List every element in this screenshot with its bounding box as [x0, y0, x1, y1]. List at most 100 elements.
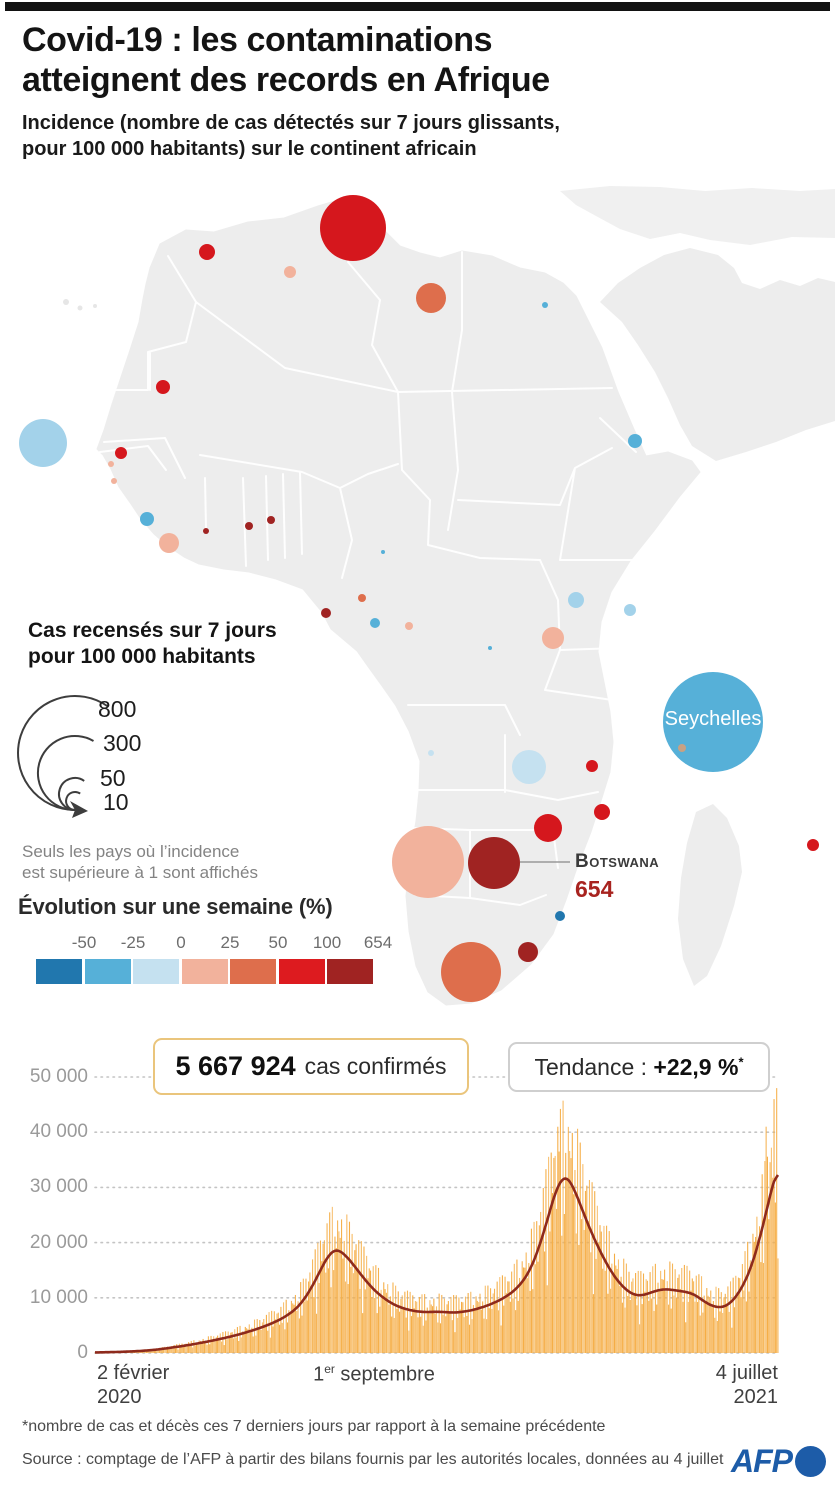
daily-bar — [764, 1161, 766, 1353]
daily-bar — [257, 1329, 260, 1353]
daily-bar — [178, 1343, 180, 1353]
daily-bar — [333, 1270, 335, 1353]
daily-bar — [607, 1293, 609, 1353]
daily-bar — [745, 1301, 747, 1353]
daily-bar — [309, 1272, 311, 1353]
daily-bar — [474, 1309, 476, 1353]
daily-bar — [484, 1285, 486, 1353]
map-bubble — [111, 478, 117, 484]
daily-bar — [406, 1290, 409, 1353]
daily-bar — [542, 1187, 544, 1353]
daily-bar — [594, 1191, 596, 1353]
daily-bar — [145, 1351, 147, 1353]
daily-bar — [293, 1304, 295, 1353]
daily-bar — [165, 1348, 167, 1353]
daily-bar — [221, 1341, 223, 1353]
x-tick-start: 2 février — [97, 1362, 170, 1384]
daily-bar — [553, 1157, 555, 1353]
daily-bar — [354, 1250, 356, 1353]
daily-bar — [193, 1340, 195, 1353]
daily-bar — [466, 1315, 468, 1353]
map-bubble — [159, 533, 179, 553]
daily-bar — [308, 1281, 310, 1353]
daily-bar — [544, 1251, 546, 1353]
daily-bar — [668, 1304, 670, 1353]
daily-bar — [565, 1152, 567, 1353]
daily-bar — [298, 1318, 300, 1353]
daily-bar — [583, 1229, 585, 1353]
daily-bar — [189, 1345, 191, 1353]
map-bubble — [140, 512, 154, 526]
daily-bar — [206, 1344, 208, 1353]
page-title-line1: Covid-19 : les contaminations — [22, 21, 493, 59]
daily-bar — [741, 1264, 743, 1353]
daily-bar — [211, 1341, 213, 1353]
daily-bar — [443, 1298, 445, 1353]
daily-bar — [201, 1341, 203, 1353]
daily-bar — [660, 1270, 662, 1353]
daily-bar — [170, 1346, 173, 1353]
daily-bar — [321, 1261, 323, 1353]
daily-bar — [433, 1298, 435, 1353]
daily-bar — [181, 1343, 183, 1353]
daily-bar — [263, 1319, 265, 1353]
daily-bar — [608, 1231, 610, 1353]
map-bubble — [320, 195, 386, 261]
trend-label: Tendance : — [534, 1053, 654, 1080]
trend-value: +22,9 %* — [653, 1053, 744, 1080]
daily-bar — [387, 1284, 389, 1353]
daily-bar — [168, 1348, 170, 1353]
daily-bar — [550, 1152, 552, 1353]
daily-bar — [238, 1340, 240, 1353]
daily-bar — [662, 1279, 664, 1353]
daily-bar — [491, 1308, 493, 1353]
daily-bar — [758, 1226, 761, 1353]
daily-bar — [669, 1261, 671, 1353]
daily-bar — [716, 1320, 718, 1353]
daily-bar — [488, 1308, 490, 1353]
page-title: Covid-19 : les contaminations atteignent… — [22, 20, 550, 100]
daily-bar — [774, 1202, 776, 1353]
daily-bar — [719, 1311, 721, 1353]
daily-bar — [366, 1255, 368, 1353]
x-tick-end-year: 2021 — [733, 1386, 779, 1408]
daily-bar — [286, 1322, 289, 1353]
daily-bar — [396, 1308, 398, 1353]
daily-bar — [445, 1316, 447, 1353]
daily-bar — [524, 1267, 526, 1353]
daily-bar — [359, 1288, 361, 1353]
daily-bar — [234, 1329, 236, 1353]
daily-bar — [301, 1315, 303, 1353]
madagascar-landmass — [678, 804, 742, 986]
daily-bar — [240, 1337, 242, 1353]
size-legend-title: Cas recensés sur 7 jours pour 100 000 ha… — [28, 618, 277, 670]
daily-bar — [223, 1345, 225, 1353]
daily-bar — [441, 1294, 443, 1353]
daily-bar — [555, 1208, 558, 1353]
daily-bar — [743, 1290, 745, 1353]
color-legend-box — [84, 959, 131, 984]
daily-bar — [685, 1322, 687, 1353]
daily-bar — [350, 1266, 352, 1353]
daily-bar — [442, 1314, 444, 1353]
daily-bar — [751, 1267, 753, 1353]
daily-bar — [472, 1305, 474, 1353]
daily-bar — [248, 1324, 250, 1353]
daily-bar — [428, 1312, 430, 1353]
daily-bar — [755, 1236, 757, 1353]
daily-bar — [269, 1337, 271, 1353]
daily-bar — [314, 1249, 316, 1353]
daily-bar — [635, 1273, 637, 1353]
daily-bar — [370, 1270, 372, 1353]
daily-bar — [682, 1301, 684, 1353]
daily-bar — [521, 1261, 523, 1353]
daily-bar — [540, 1211, 542, 1353]
daily-bar — [773, 1099, 775, 1353]
daily-bar — [610, 1288, 612, 1353]
daily-bar — [325, 1272, 327, 1353]
map-bubble — [108, 461, 114, 467]
daily-bar — [463, 1317, 465, 1353]
color-legend-box — [327, 959, 373, 984]
map-bubble — [518, 942, 538, 962]
daily-bar — [577, 1128, 579, 1353]
